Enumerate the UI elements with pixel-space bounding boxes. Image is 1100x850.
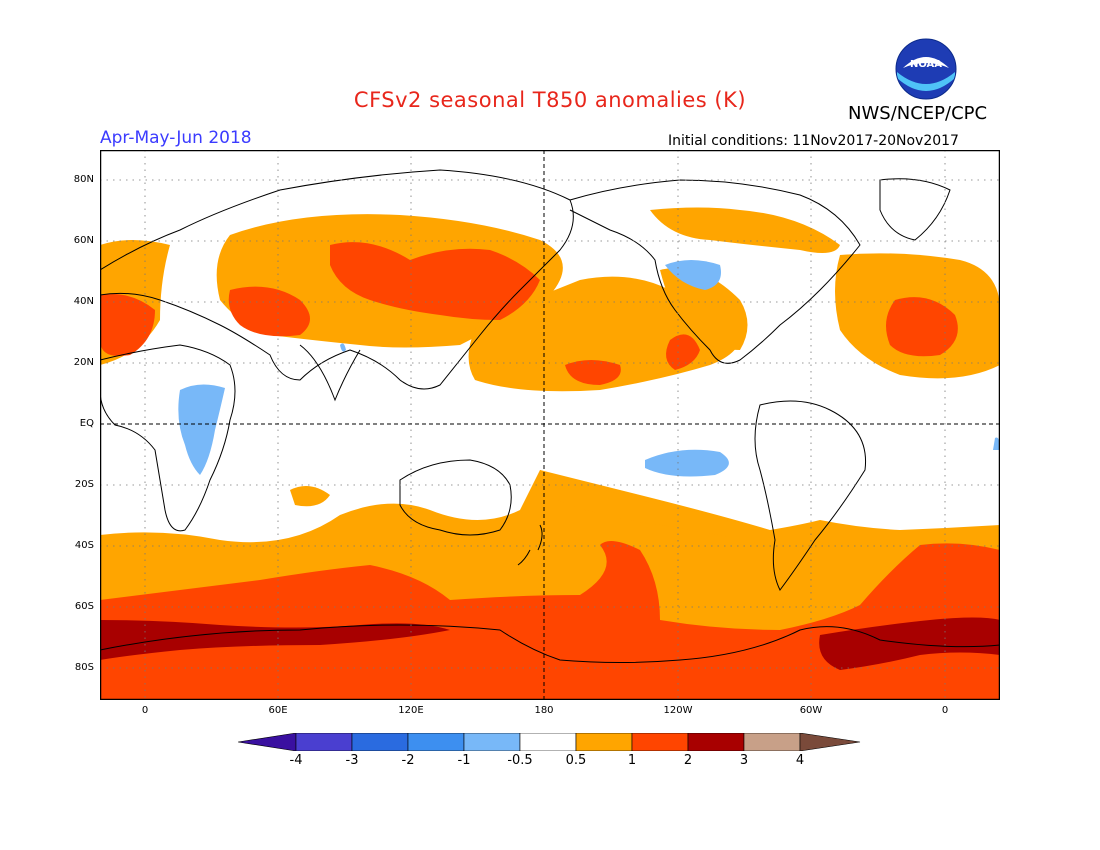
lat-label: 40N [73, 296, 94, 307]
legend-label: -1 [457, 753, 471, 768]
legend-swatch [687, 733, 745, 751]
legend-swatch [631, 733, 689, 751]
lon-label: 0 [141, 705, 149, 716]
anomaly-map [100, 150, 1000, 700]
lat-label: 40S [74, 540, 94, 551]
legend-swatch [743, 733, 801, 751]
forecast-period: Apr-May-Jun 2018 [100, 128, 252, 148]
legend-swatch [351, 733, 409, 751]
legend-swatch [407, 733, 465, 751]
legend-label: 0.5 [565, 753, 587, 768]
lat-label: 80S [74, 662, 94, 673]
lat-label: 60S [74, 601, 94, 612]
lon-label: 60W [799, 705, 823, 716]
noaa-logo: NOAA [895, 38, 957, 100]
legend-label: 2 [683, 753, 693, 768]
anomaly-fill-neg1-neg0.5 [178, 260, 1000, 477]
lon-label: 120E [398, 705, 424, 716]
legend-label: -0.5 [507, 753, 533, 768]
legend-label: -4 [289, 753, 303, 768]
agency-label: NWS/NCEP/CPC [848, 103, 988, 124]
legend-label: 3 [739, 753, 749, 768]
lat-label: 80N [73, 174, 94, 185]
legend-label: -3 [345, 753, 359, 768]
initial-conditions: Initial conditions: 11Nov2017-20Nov2017 [668, 133, 959, 149]
lon-label: 180 [534, 705, 554, 716]
legend-arrow-high [799, 733, 861, 751]
chart-title: CFSv2 seasonal T850 anomalies (K) [353, 88, 747, 112]
legend-swatch [295, 733, 353, 751]
lat-lon-grid [100, 150, 1000, 700]
lat-label: 20S [74, 479, 94, 490]
color-legend-bar [238, 733, 861, 751]
legend-swatch [463, 733, 521, 751]
lon-label: 60E [268, 705, 288, 716]
legend-label: -2 [401, 753, 415, 768]
lat-label: EQ [79, 418, 94, 429]
legend-swatch [519, 733, 577, 751]
anomaly-fill-1-2 [100, 242, 1000, 700]
land-outlines [100, 169, 1000, 663]
legend-swatch [575, 733, 633, 751]
lat-label: 20N [73, 357, 94, 368]
lon-label: 0 [941, 705, 949, 716]
map-frame [100, 150, 1000, 700]
legend-label: 1 [627, 753, 637, 768]
legend-label: 4 [795, 753, 805, 768]
lat-label: 60N [73, 235, 94, 246]
lon-label: 120W [663, 705, 693, 716]
legend-arrow-low [238, 733, 297, 751]
logo-text: NOAA [910, 59, 942, 70]
